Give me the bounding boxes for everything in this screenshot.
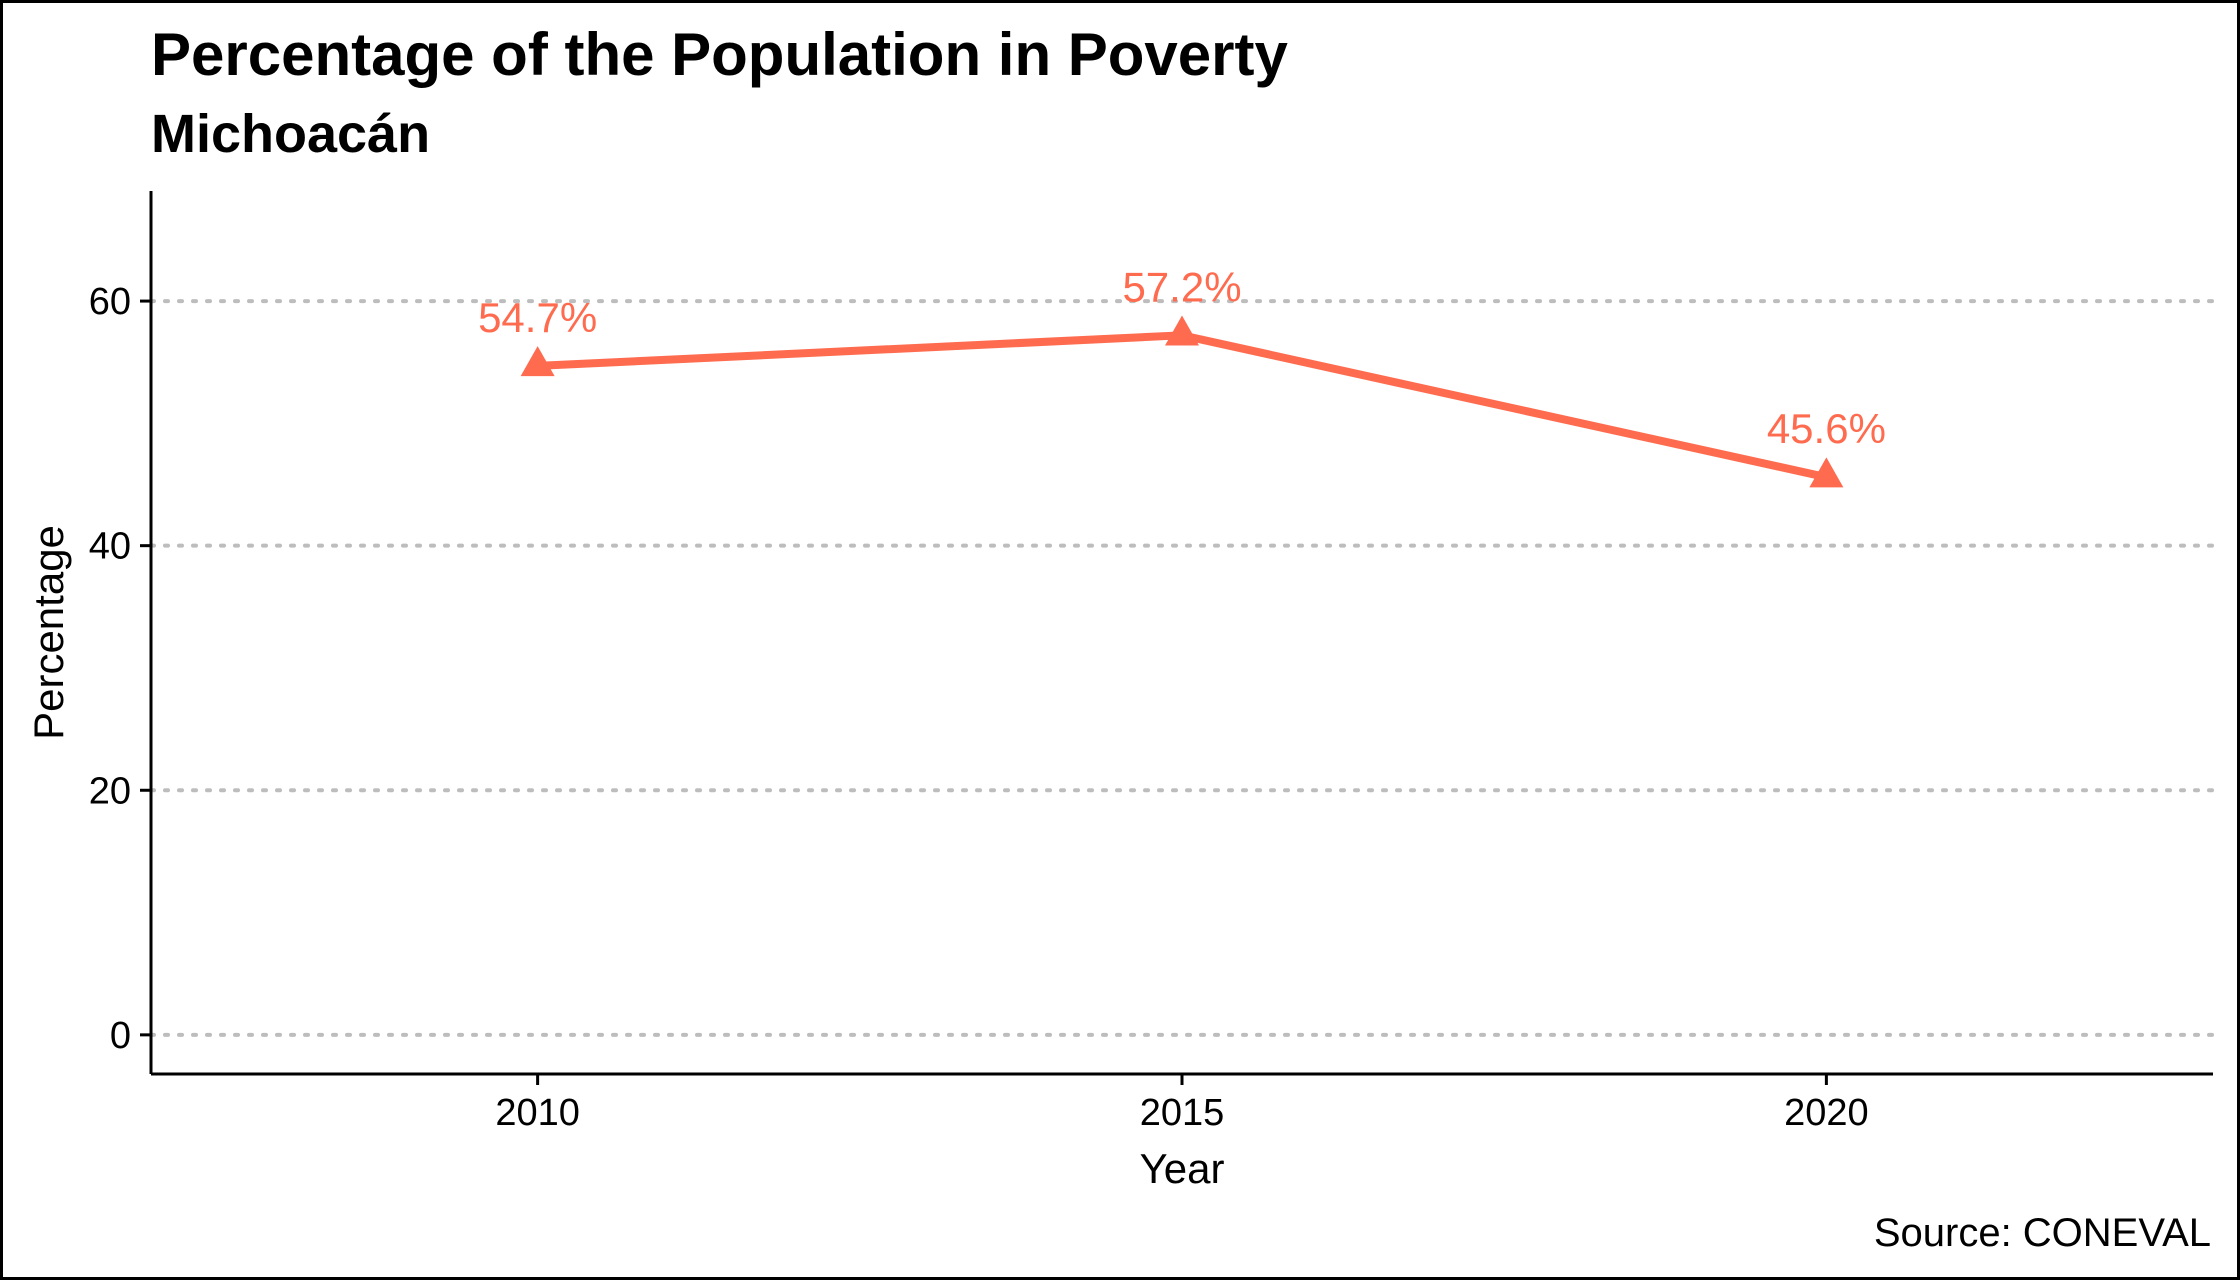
y-tick-label: 40 (89, 526, 131, 568)
chart-subtitle: Michoacán (151, 104, 431, 164)
y-tick-label: 20 (89, 770, 131, 812)
y-tick-label: 60 (89, 281, 131, 323)
x-tick-label: 2010 (495, 1092, 580, 1134)
data-point-marker (1165, 315, 1199, 346)
axis-ticks: 0 20 40 60 2010 2015 2020 (89, 281, 1869, 1134)
line-chart: 0 20 40 60 2010 2015 2020 Year Percentage 54.7… (25, 191, 2215, 1192)
y-tick-label: 0 (110, 1015, 131, 1057)
x-tick-label: 2020 (1784, 1092, 1869, 1134)
chart-title: Percentage of the Population in Poverty (151, 21, 1288, 88)
data-label: 57.2% (1122, 263, 1241, 310)
data-point-marker (1809, 457, 1844, 488)
x-axis-title: Year (1140, 1145, 1225, 1192)
x-tick-label: 2015 (1140, 1092, 1225, 1134)
data-label: 54.7% (478, 294, 597, 341)
series-line (537, 331, 1828, 482)
data-label: 45.6% (1767, 405, 1886, 452)
data-point-marker (520, 346, 555, 377)
y-axis-title: Percentage (25, 525, 72, 740)
gridlines (149, 299, 2215, 1037)
data-series: 54.7% 57.2% 45.6% (478, 263, 1886, 488)
source-caption: Source: CONEVAL (1873, 1211, 2211, 1255)
